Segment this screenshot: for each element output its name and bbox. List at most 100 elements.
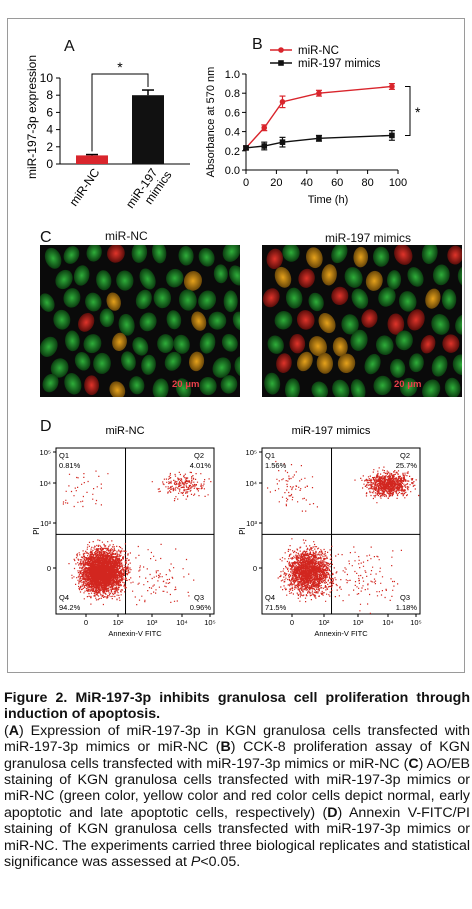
flow-tick-label-y: 10⁵ [246,448,257,457]
flow-q4-label: Q4 [59,593,69,602]
flow-tick-label-y: 10³ [40,519,51,528]
flow-q2-value: 25.7% [396,461,418,470]
cell-g [452,354,462,376]
cell-g [152,378,169,397]
scalebar-left: 20 μm [172,379,200,390]
tick-label-b-y: 0.2 [225,146,240,158]
cell-g [395,330,413,351]
cell-g [308,292,324,312]
cell-g [139,312,157,332]
flow-frame [55,447,215,615]
flow-q1-value: 1.56% [265,461,287,470]
cell-rd [442,334,460,353]
cell-g [173,334,190,354]
cell-g [398,291,417,312]
caption-c-tag: C [408,755,419,772]
flow-xlabel: Annexin-V FITC [314,629,368,638]
cell-rd [266,248,283,270]
legend-marker-b-1 [278,60,284,66]
flow-tick-label-x: 10² [113,618,124,627]
scalebar-right: 20 μm [394,379,422,390]
flow-xlabel: Annexin-V FITC [108,629,162,638]
cell-rd [107,245,125,263]
cell-g [232,311,240,331]
flow-events [62,470,212,606]
cell-rd [394,245,413,265]
cell-rd [289,333,306,354]
cell-rd [387,313,405,335]
cell-y [306,247,323,269]
bar-a-0 [76,155,108,164]
point-b-1 [389,132,395,139]
cell-g [331,245,348,264]
category-label-a-0: miR-NC [67,165,103,208]
flow-q1-label: Q1 [265,451,275,460]
tick-label-a-y: 8 [46,88,53,102]
cell-g [93,352,111,374]
cell-y [296,351,313,372]
cell-g [40,293,55,312]
cell-g [152,245,167,264]
legend-label-b-1: miR-197 mimics [298,58,381,70]
cell-y [337,353,356,373]
tick-label-b-y: 0.6 [225,107,240,119]
cell-g [386,270,402,290]
tick-label-b-y: 0.4 [225,127,240,139]
caption-d-tag: D [327,804,338,821]
cell-g [198,248,215,267]
cell-g [74,352,91,371]
caption-title: Figure 2. MiR-197-3p inhibits granulosa … [4,690,470,723]
flow-tick-label-x: 10³ [353,618,364,627]
flow-tick-label-x: 10² [319,618,330,627]
flow-tick-label-x: 10⁴ [176,618,188,627]
cell-y [425,288,441,309]
category-label-a-1: miR-197mimics [123,161,175,219]
cell-y [321,264,337,286]
cell-g [42,373,59,393]
panel-d-label: D [40,418,52,435]
caption-a-tag: A [8,722,19,739]
caption-a-text: Expression of miR-197-3p in KGN granulos… [4,722,470,756]
cell-rd [276,353,292,373]
flow-q3-value: 1.18% [396,603,418,612]
cell-g [139,268,156,290]
flow-tick-label-y: 0 [253,564,257,573]
cell-g [164,351,182,371]
cell-g [65,330,80,352]
cell-rd [407,309,425,331]
cell-g [86,245,102,262]
point-b-0 [389,83,395,90]
flow-q3-label: Q3 [194,593,204,602]
cell-g [234,355,240,378]
caption-c-text: ) AO/EB staining of KGN granulosa cells … [4,755,470,821]
cell-g [421,245,438,264]
cell-y [308,336,327,357]
cell-g [83,334,102,354]
point-b-1 [279,139,286,145]
significance-bracket-a [91,73,149,152]
cell-y [316,352,333,374]
cell-y [274,266,292,288]
cell-g [63,288,81,308]
point-b-1 [243,145,249,151]
flow-tick-label-x: 10³ [147,618,158,627]
cell-g [129,376,145,395]
cell-rd [420,335,436,354]
panel-b-label: B [252,36,263,53]
bar-a-1 [132,95,164,164]
cell-y [191,311,207,331]
cell-g [55,269,73,290]
tick-label-a-y: 4 [46,123,53,137]
cell-rd [84,375,99,396]
cell-g [457,265,462,287]
cell-g [285,287,303,309]
cell-g [175,378,192,397]
cell-g [132,337,149,356]
significance-mark-b: * [415,104,421,120]
cell-g [378,287,396,307]
axis-label-b-x: Time (h) [308,194,349,206]
significance-mark-a: * [117,59,123,75]
flow-tick-label-x: 10⁴ [382,618,394,627]
cell-g [422,379,441,397]
